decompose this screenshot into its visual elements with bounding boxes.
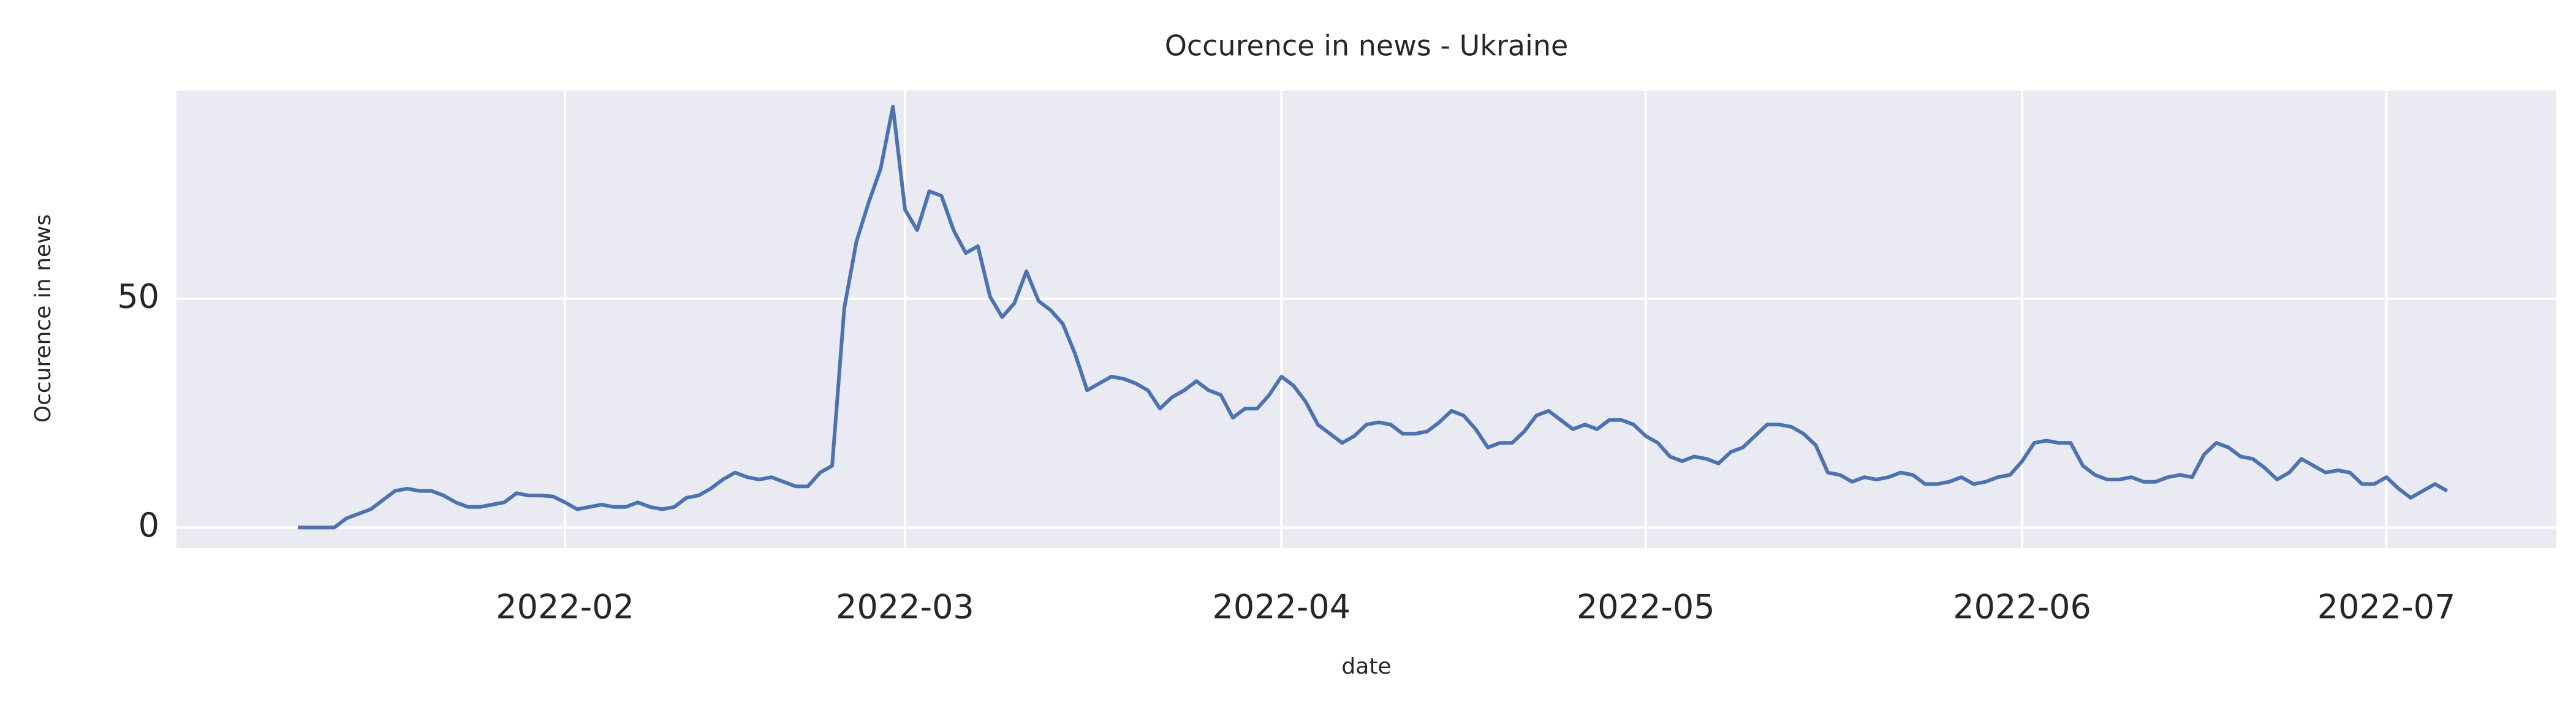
chart-title: Occurence in news - Ukraine xyxy=(1165,29,1569,62)
x-axis-label: date xyxy=(1341,654,1391,679)
x-tick-label: 2022-05 xyxy=(1577,588,1715,626)
y-tick-label: 50 xyxy=(117,277,159,316)
x-tick-label: 2022-04 xyxy=(1212,588,1351,626)
x-tick-label: 2022-02 xyxy=(496,588,634,626)
x-tick-label: 2022-03 xyxy=(836,588,974,626)
plot-background xyxy=(176,91,2556,548)
x-tick-label: 2022-07 xyxy=(2317,588,2456,626)
x-tick-label: 2022-06 xyxy=(1953,588,2091,626)
line xyxy=(298,105,2449,530)
y-axis-label: Occurence in news xyxy=(31,214,56,423)
y-tick-label: 0 xyxy=(138,506,159,544)
